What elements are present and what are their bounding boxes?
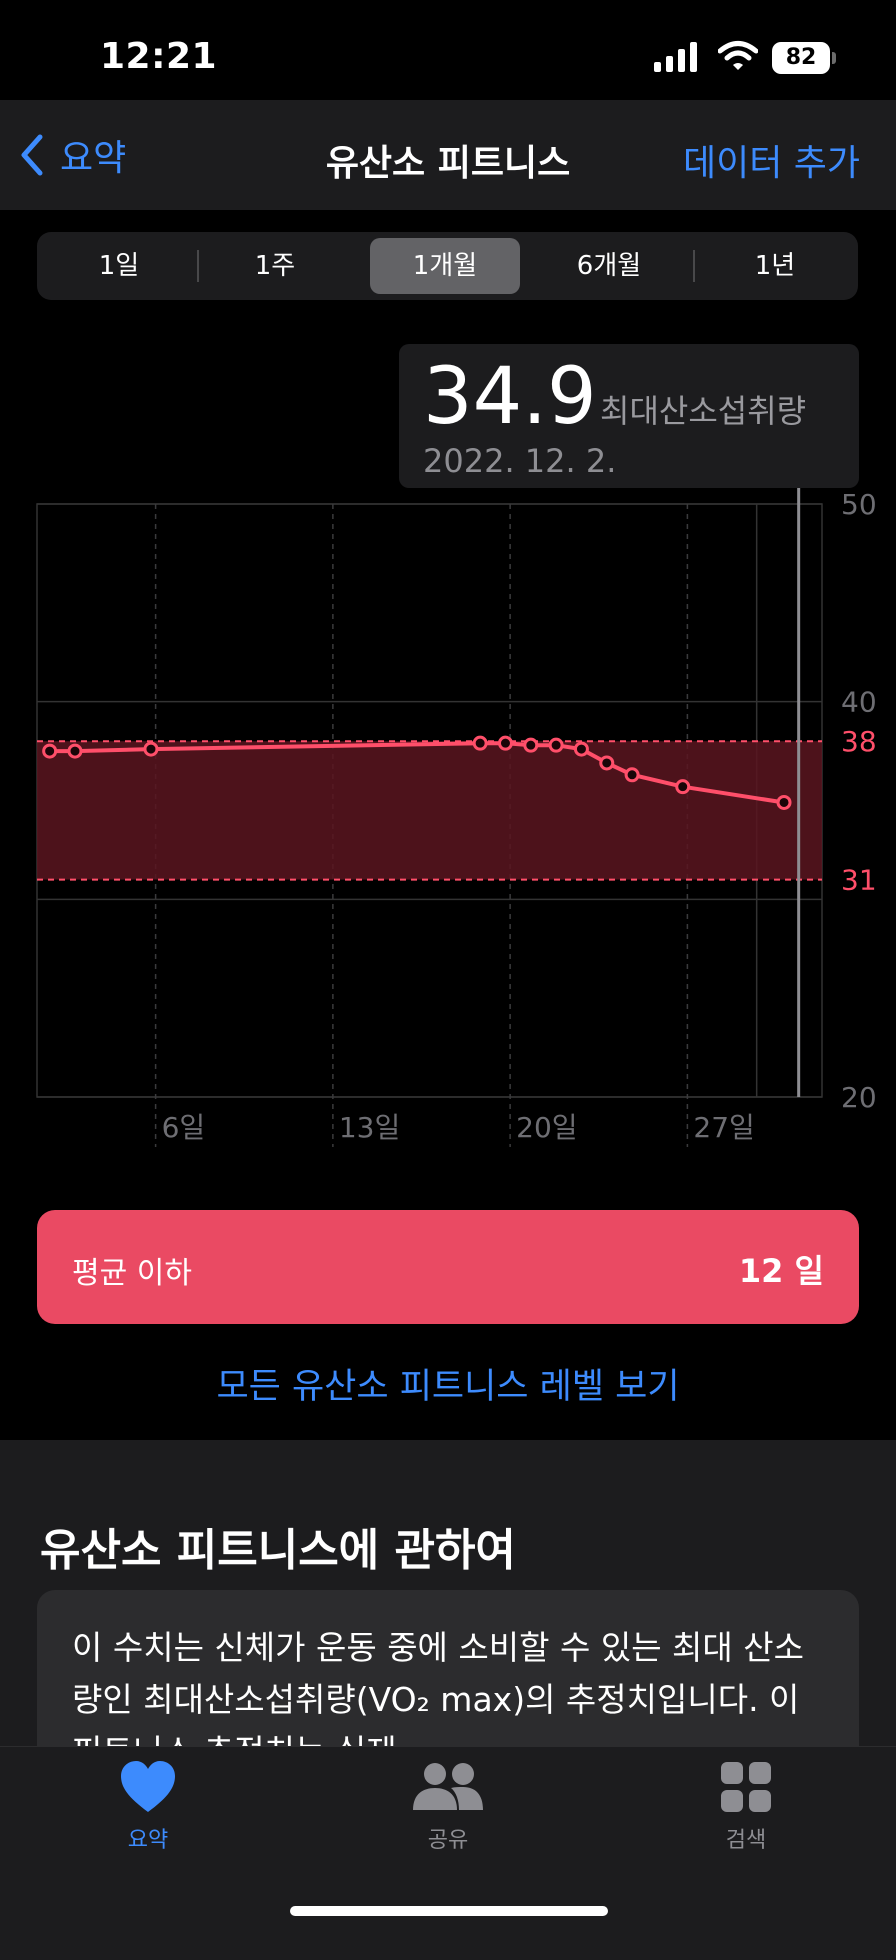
back-button[interactable]: 요약 [18,130,126,180]
about-title: 유산소 피트니스에 관하여 [40,1525,516,1576]
data-point [143,741,159,757]
y-tick-label: 40 [841,686,877,719]
back-label: 요약 [60,138,127,179]
range-day-count: 12 일 [738,1252,824,1290]
data-point [497,735,513,751]
status-time: 12:21 [100,36,218,77]
heart-icon [121,1761,175,1812]
data-point [624,767,640,783]
x-tick-label: 20일 [516,1111,577,1144]
tab-summary-label: 요약 [127,1828,169,1853]
tooltip-date: 2022. 12. 2. [423,442,617,480]
battery-icon: 82 [772,42,838,74]
navigation-bar [0,100,896,210]
add-data-button[interactable]: 데이터 추가 [682,143,860,184]
x-tick-label: 13일 [339,1111,400,1144]
range-band [37,741,822,880]
data-point [548,737,564,753]
tab-browse[interactable]: 검색 [666,1760,826,1854]
y-tick-label: 50 [841,488,877,521]
below-average-range-button[interactable] [37,1210,859,1324]
data-point [42,743,58,759]
data-point [776,794,792,810]
range-high-label: 38 [841,725,877,758]
data-point [67,743,83,759]
home-indicator [290,1906,608,1916]
selection-tooltip [399,344,859,488]
all-levels-link[interactable]: 모든 유산소 피트니스 레벨 보기 [216,1367,680,1407]
y-tick-label: 20 [841,1081,877,1114]
data-point [523,737,539,753]
signal-icon [654,42,697,72]
tooltip-value: 34.9 [423,352,597,442]
data-point [675,779,691,795]
segment-6-months[interactable]: 6개월 [576,251,642,281]
data-point [599,755,615,771]
range-label: 평균 이하 [72,1256,192,1291]
battery-level: 82 [772,42,830,74]
tab-summary[interactable]: 요약 [68,1760,228,1854]
segment-1-week[interactable]: 1주 [254,251,296,281]
tab-browse-label: 검색 [725,1828,767,1853]
grid-icon [721,1762,771,1812]
x-tick-label: 27일 [693,1111,754,1144]
time-range-segmented-control: 1일 1주 1개월 6개월 1년 [37,232,858,300]
segment-1-month[interactable]: 1개월 [370,238,520,294]
page-title: 유산소 피트니스 [325,143,571,184]
data-point [472,735,488,751]
tab-sharing-label: 공유 [427,1828,469,1853]
segment-1-day[interactable]: 1일 [98,251,140,281]
tab-sharing[interactable]: 공유 [368,1760,528,1854]
vo2max-chart[interactable]: 50 40 20 38 31 6일 13일 20일 27일 [0,480,896,1160]
range-low-label: 31 [841,864,877,897]
wifi-icon [718,41,758,70]
chevron-left-icon [21,134,43,176]
x-tick-label: 6일 [162,1111,206,1144]
people-icon [413,1763,483,1810]
vo2max-line [49,741,785,805]
tooltip-unit: 최대산소섭취량 [600,392,807,430]
segment-1-year[interactable]: 1년 [754,251,796,281]
data-point [573,741,589,757]
